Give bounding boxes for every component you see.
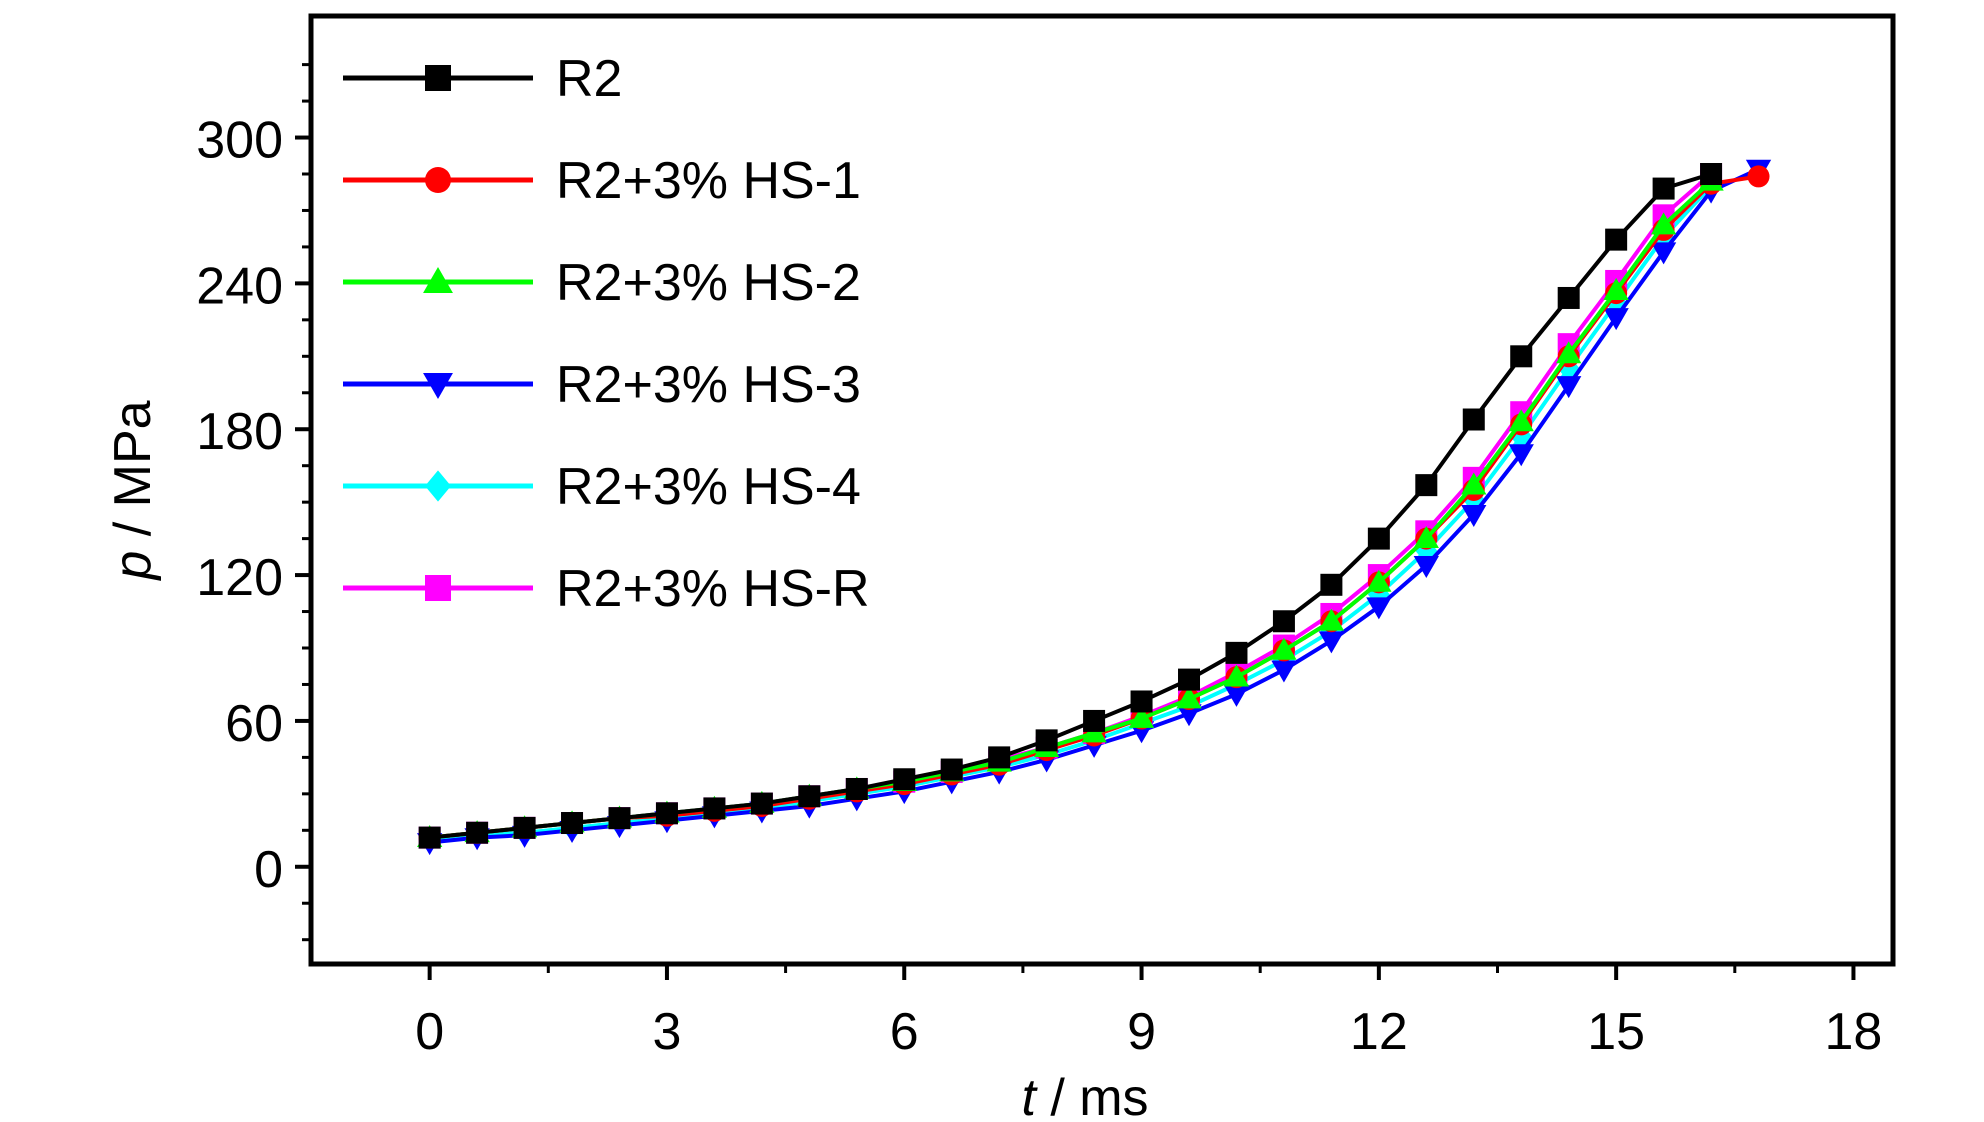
data-point <box>1700 163 1723 185</box>
y-tick-label: 120 <box>196 549 283 607</box>
legend-item: R2+3% HS-R <box>343 560 870 618</box>
data-point <box>655 802 678 825</box>
data-point <box>1462 408 1485 431</box>
legend-item: R2+3% HS-3 <box>343 356 861 414</box>
y-tick-label: 0 <box>254 841 283 899</box>
data-point <box>1508 444 1534 467</box>
data-point <box>798 785 821 808</box>
data-point <box>1128 705 1155 728</box>
legend-item: R2+3% HS-2 <box>343 254 861 312</box>
x-tick-label: 0 <box>415 1003 444 1061</box>
data-point <box>1508 409 1534 432</box>
legend-marker <box>423 372 453 399</box>
data-point <box>1650 212 1677 235</box>
data-point <box>1461 504 1487 527</box>
x-tick-label: 12 <box>1350 1003 1408 1061</box>
data-point <box>1176 686 1202 709</box>
data-point <box>1415 537 1438 564</box>
data-point <box>1178 668 1201 691</box>
data-point <box>1557 286 1580 309</box>
data-point <box>940 758 963 781</box>
data-point <box>845 777 868 800</box>
x-tick-label: 6 <box>890 1003 919 1061</box>
y-tick-label: 240 <box>196 257 283 315</box>
legend-label: R2+3% HS-4 <box>556 458 861 516</box>
legend-label: R2+3% HS-3 <box>556 356 861 414</box>
data-point <box>893 768 916 791</box>
series-1 <box>418 163 1723 849</box>
data-point <box>466 821 489 844</box>
data-point <box>1318 631 1345 654</box>
data-point <box>1130 690 1153 713</box>
legend-label: R2+3% HS-R <box>556 560 870 618</box>
data-point <box>750 792 773 815</box>
legend-label: R2+3% HS-1 <box>556 152 861 210</box>
data-point <box>1176 704 1202 727</box>
data-point <box>1652 177 1675 200</box>
data-point <box>1223 664 1250 687</box>
x-tick-label: 3 <box>652 1003 681 1061</box>
x-axis-ticks: 0 3 6 9 12 15 18 <box>415 964 1882 1061</box>
data-point <box>1415 474 1438 497</box>
legend-item: R2 <box>343 50 622 108</box>
data-point <box>1413 525 1439 548</box>
data-point <box>513 816 536 839</box>
legend-item: R2+3% HS-1 <box>343 152 861 210</box>
x-axis-title: t / ms <box>1021 1069 1148 1122</box>
data-point <box>1603 308 1629 331</box>
data-point <box>1747 165 1770 188</box>
series-line <box>429 172 1712 840</box>
y-tick-label: 300 <box>196 112 283 170</box>
legend-marker <box>423 267 453 294</box>
data-point <box>1366 569 1392 592</box>
y-axis-title: p / MPa <box>104 400 162 581</box>
legend-marker <box>425 470 451 502</box>
data-point <box>1366 597 1392 620</box>
series-layer <box>417 159 1772 856</box>
data-point <box>1320 573 1343 596</box>
series-line <box>429 184 1713 843</box>
x-tick-label: 15 <box>1587 1003 1645 1061</box>
data-point <box>1272 610 1295 633</box>
data-point <box>1225 641 1248 664</box>
plot-frame <box>308 13 1896 967</box>
y-tick-label: 180 <box>196 403 283 461</box>
data-point <box>1413 556 1439 579</box>
legend-item: R2+3% HS-4 <box>343 458 861 516</box>
legend: R2 R2+3% HS-1 R2+3% HS-2 R2+3% HS-3 R2+3% HS… <box>343 50 870 618</box>
legend-marker <box>425 65 451 91</box>
data-point <box>1318 608 1345 631</box>
x-tick-label: 18 <box>1825 1003 1883 1061</box>
y-axis-ticks: 0 60 120 180 240 300 <box>196 63 311 942</box>
data-point <box>988 746 1011 769</box>
data-point <box>1650 242 1677 265</box>
data-point <box>1603 278 1629 301</box>
data-point <box>1271 637 1297 660</box>
data-point <box>1605 228 1628 251</box>
data-point <box>1367 527 1390 550</box>
x-tick-label: 9 <box>1127 1003 1156 1061</box>
data-point <box>1035 729 1058 752</box>
data-point <box>1510 345 1533 368</box>
data-point <box>418 826 441 849</box>
legend-marker <box>425 167 451 193</box>
data-point <box>1556 376 1582 399</box>
data-point <box>703 797 726 820</box>
data-point <box>561 812 584 835</box>
legend-label: R2 <box>556 50 622 108</box>
legend-marker <box>425 575 451 601</box>
data-point <box>1556 341 1582 364</box>
data-point <box>1461 472 1487 495</box>
data-point <box>1083 709 1106 732</box>
y-tick-label: 60 <box>225 695 283 753</box>
data-point <box>1271 660 1297 683</box>
data-point <box>608 807 631 830</box>
data-point <box>1223 684 1250 707</box>
legend-label: R2+3% HS-2 <box>556 254 861 312</box>
